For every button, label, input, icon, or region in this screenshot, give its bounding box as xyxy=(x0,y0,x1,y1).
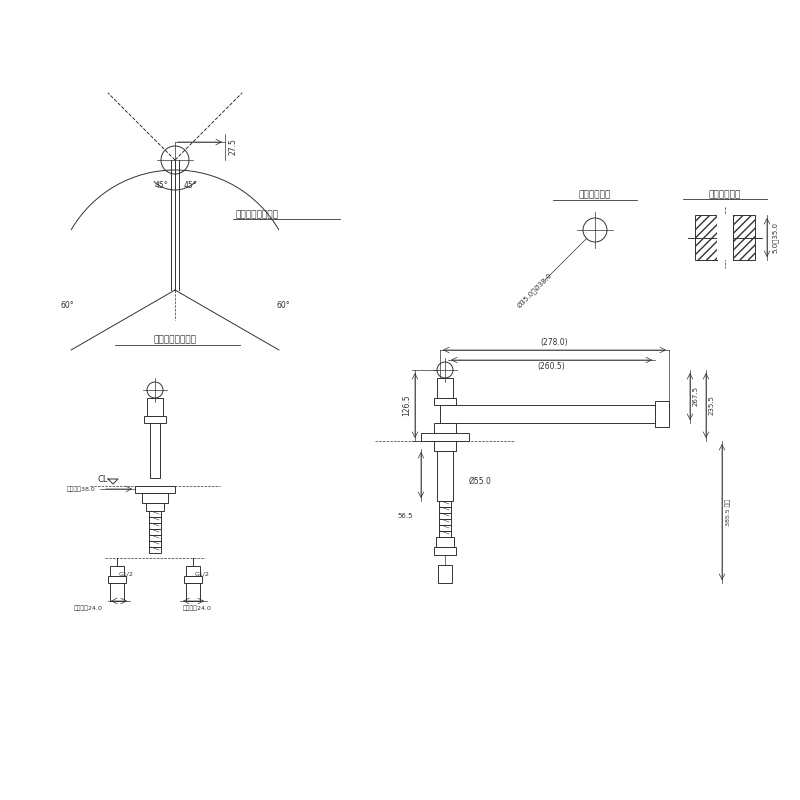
Bar xyxy=(434,423,456,433)
Text: 45°: 45° xyxy=(183,181,197,190)
Text: 235.5: 235.5 xyxy=(709,395,715,415)
Bar xyxy=(110,583,124,601)
Bar xyxy=(135,486,175,493)
Bar xyxy=(436,537,454,547)
Bar xyxy=(421,433,469,441)
Bar xyxy=(149,523,161,529)
Text: ハンドル回転角度: ハンドル回転角度 xyxy=(235,210,278,219)
Text: 六角対辺24.0: 六角対辺24.0 xyxy=(183,606,212,610)
Bar xyxy=(438,565,452,583)
Text: (260.5): (260.5) xyxy=(538,362,566,370)
Text: 六角対辺24.0: 六角対辺24.0 xyxy=(74,606,103,610)
Text: 六角対辺38.0: 六角対辺38.0 xyxy=(66,486,95,492)
Bar xyxy=(150,423,160,478)
Bar xyxy=(439,501,451,507)
Text: Ø35.0～Ø38.0: Ø35.0～Ø38.0 xyxy=(516,271,554,309)
Text: G1/2: G1/2 xyxy=(119,571,134,577)
Bar xyxy=(434,547,456,555)
Bar xyxy=(108,576,126,583)
Bar xyxy=(149,535,161,541)
Text: 126.5: 126.5 xyxy=(402,394,411,416)
Text: スパウト回転角度: スパウト回転角度 xyxy=(154,335,197,345)
Bar xyxy=(186,583,200,601)
Text: 天板取付穴径: 天板取付穴径 xyxy=(579,190,611,199)
Text: 27.5: 27.5 xyxy=(229,138,238,155)
Text: 385.5 最小: 385.5 最小 xyxy=(726,498,730,526)
Text: 60°: 60° xyxy=(60,301,74,310)
Bar xyxy=(434,441,456,451)
Text: 5.0～35.0: 5.0～35.0 xyxy=(772,222,778,253)
Text: (278.0): (278.0) xyxy=(541,338,568,347)
Bar xyxy=(437,451,453,501)
Bar xyxy=(434,398,456,405)
Bar xyxy=(439,531,451,537)
Bar xyxy=(439,525,451,531)
Bar xyxy=(149,547,161,553)
Bar xyxy=(440,405,655,423)
Bar xyxy=(437,378,453,398)
Bar xyxy=(439,513,451,519)
Text: G1/2: G1/2 xyxy=(195,571,210,577)
Bar xyxy=(149,529,161,535)
Text: 267.5: 267.5 xyxy=(693,386,699,406)
Bar xyxy=(439,519,451,525)
Bar xyxy=(184,576,202,583)
Bar xyxy=(147,398,163,416)
Text: 56.5: 56.5 xyxy=(398,513,413,519)
Bar xyxy=(149,541,161,547)
Text: CL: CL xyxy=(97,474,107,483)
Bar xyxy=(149,511,161,517)
Text: 天板据付範囲: 天板据付範囲 xyxy=(709,190,741,199)
Bar xyxy=(149,517,161,523)
Bar xyxy=(695,215,717,260)
Bar xyxy=(144,416,166,423)
Bar xyxy=(142,493,168,503)
Bar xyxy=(717,215,733,260)
Text: Ø55.0: Ø55.0 xyxy=(469,477,491,486)
Text: 45°: 45° xyxy=(154,181,168,190)
Bar xyxy=(733,215,755,260)
Bar xyxy=(439,507,451,513)
Bar xyxy=(146,503,164,511)
Bar xyxy=(655,401,669,427)
Bar xyxy=(186,566,200,576)
Bar xyxy=(110,566,124,576)
Text: 60°: 60° xyxy=(276,301,290,310)
